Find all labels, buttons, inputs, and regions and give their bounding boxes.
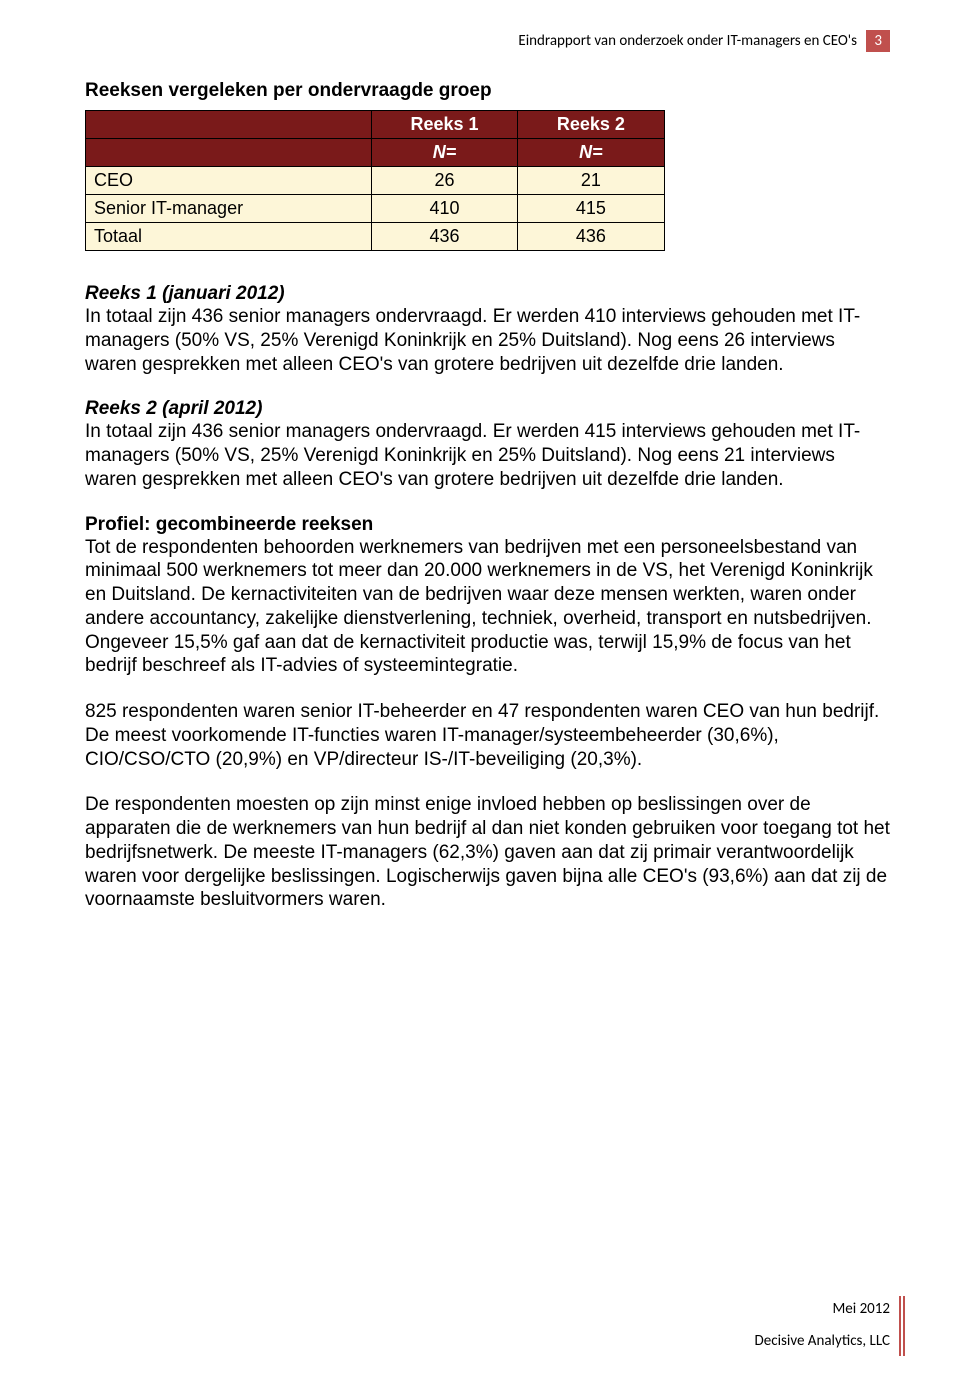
page-footer: Mei 2012 Decisive Analytics, LLC bbox=[755, 1300, 890, 1350]
table-cell: 410 bbox=[371, 195, 517, 223]
profile-heading: Profiel: gecombineerde reeksen bbox=[85, 514, 890, 536]
page-number-badge: 3 bbox=[866, 30, 890, 52]
table-caption: Reeksen vergeleken per ondervraagde groe… bbox=[85, 80, 890, 102]
comparison-table: Reeks 1 Reeks 2 N= N= CEO 26 21 Senior I… bbox=[85, 110, 665, 251]
table-cell: 21 bbox=[518, 167, 664, 195]
table-sub-header: N= bbox=[518, 139, 664, 167]
header-title: Eindrapport van onderzoek onder IT-manag… bbox=[518, 32, 857, 50]
table-sub-header: N= bbox=[371, 139, 517, 167]
reeks1-paragraph: In totaal zijn 436 senior managers onder… bbox=[85, 305, 890, 376]
table-row-label: Totaal bbox=[86, 223, 372, 251]
table-cell: 415 bbox=[518, 195, 664, 223]
profile-paragraph-1: Tot de respondenten behoorden werknemers… bbox=[85, 536, 890, 679]
table-corner bbox=[86, 111, 372, 139]
footer-date: Mei 2012 bbox=[755, 1300, 890, 1318]
table-col-header: Reeks 2 bbox=[518, 111, 664, 139]
table-row-label: Senior IT-manager bbox=[86, 195, 372, 223]
table-cell: 436 bbox=[518, 223, 664, 251]
footer-org: Decisive Analytics, LLC bbox=[755, 1332, 890, 1350]
table-col-header: Reeks 1 bbox=[371, 111, 517, 139]
footer-border-icon bbox=[899, 1296, 905, 1356]
reeks1-heading: Reeks 1 (januari 2012) bbox=[85, 283, 890, 305]
table-corner bbox=[86, 139, 372, 167]
table-row: CEO 26 21 bbox=[86, 167, 665, 195]
profile-paragraph-2: 825 respondenten waren senior IT-beheerd… bbox=[85, 700, 890, 771]
page-header: Eindrapport van onderzoek onder IT-manag… bbox=[85, 30, 890, 52]
profile-paragraph-3: De respondenten moesten op zijn minst en… bbox=[85, 793, 890, 912]
table-row: Senior IT-manager 410 415 bbox=[86, 195, 665, 223]
reeks2-paragraph: In totaal zijn 436 senior managers onder… bbox=[85, 420, 890, 491]
reeks2-heading: Reeks 2 (april 2012) bbox=[85, 398, 890, 420]
table-row: Totaal 436 436 bbox=[86, 223, 665, 251]
table-cell: 436 bbox=[371, 223, 517, 251]
table-row-label: CEO bbox=[86, 167, 372, 195]
table-cell: 26 bbox=[371, 167, 517, 195]
